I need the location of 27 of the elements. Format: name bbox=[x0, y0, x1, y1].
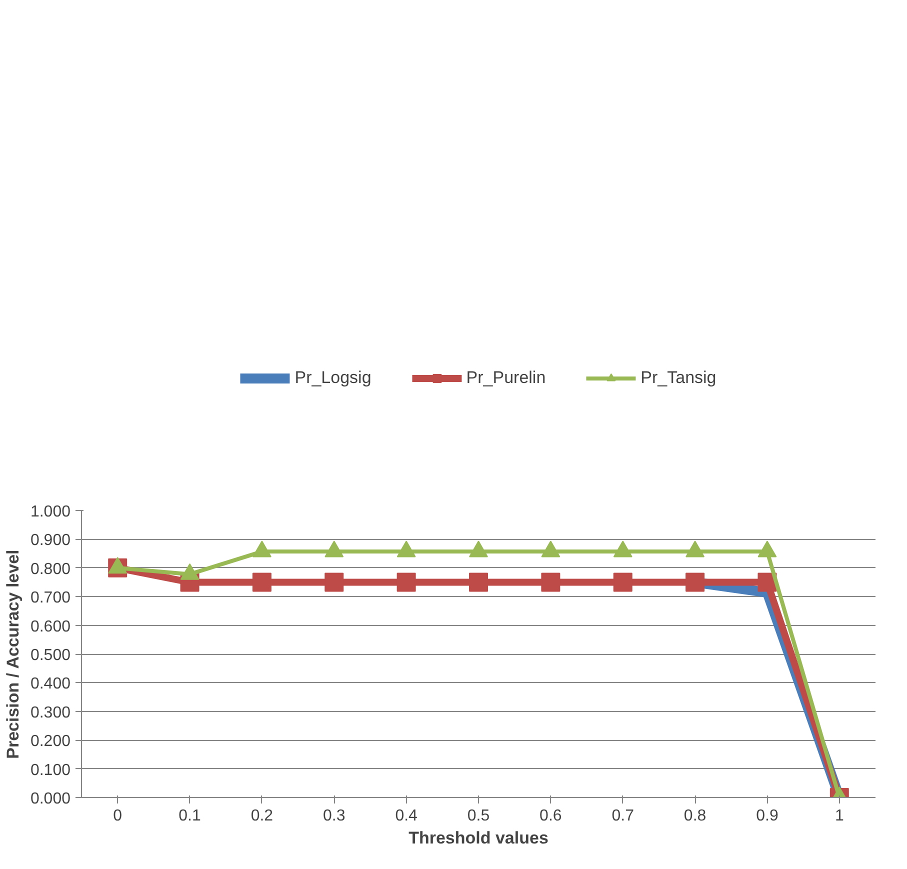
x-tick-label: 0.4 bbox=[395, 808, 418, 824]
x-tick-label: 0.7 bbox=[612, 808, 634, 824]
legend-label: Pr_Purelin bbox=[466, 368, 546, 388]
x-tick-label: 0 bbox=[113, 808, 122, 824]
legend-label: Pr_Tansig bbox=[640, 368, 716, 388]
x-tick-label: 0.6 bbox=[540, 808, 562, 824]
y-tick-label: 0.600 bbox=[30, 618, 71, 636]
y-tick-label: 0.000 bbox=[30, 790, 71, 808]
x-tick-label: 0.5 bbox=[467, 808, 490, 824]
y-tick-label: 1.000 bbox=[30, 504, 71, 520]
x-tick-label: 0.2 bbox=[250, 808, 274, 824]
y-tick-label: 0.500 bbox=[30, 647, 71, 664]
x-tick-label: 1 bbox=[834, 808, 844, 824]
x-tick-label: 0.3 bbox=[323, 808, 346, 824]
y-tick-label: 0.200 bbox=[30, 733, 71, 750]
y-tick-label: 0.700 bbox=[30, 590, 71, 607]
legend-label: Pr_Logsig bbox=[294, 368, 372, 388]
y-tick-label: 0.800 bbox=[30, 560, 71, 578]
x-tick-label: 0.1 bbox=[178, 808, 201, 824]
x-tick-label: 0.9 bbox=[756, 808, 778, 824]
y-tick-label: 0.400 bbox=[30, 676, 71, 693]
x-axis-title: Threshold values bbox=[408, 828, 548, 848]
y-tick-label: 0.100 bbox=[30, 762, 71, 779]
y-tick-label: 0.900 bbox=[30, 532, 71, 550]
y-axis-title: Precision / Accuracy level bbox=[3, 550, 22, 759]
x-tick-label: 0.8 bbox=[684, 808, 706, 824]
y-tick-label: 0.300 bbox=[30, 704, 71, 722]
